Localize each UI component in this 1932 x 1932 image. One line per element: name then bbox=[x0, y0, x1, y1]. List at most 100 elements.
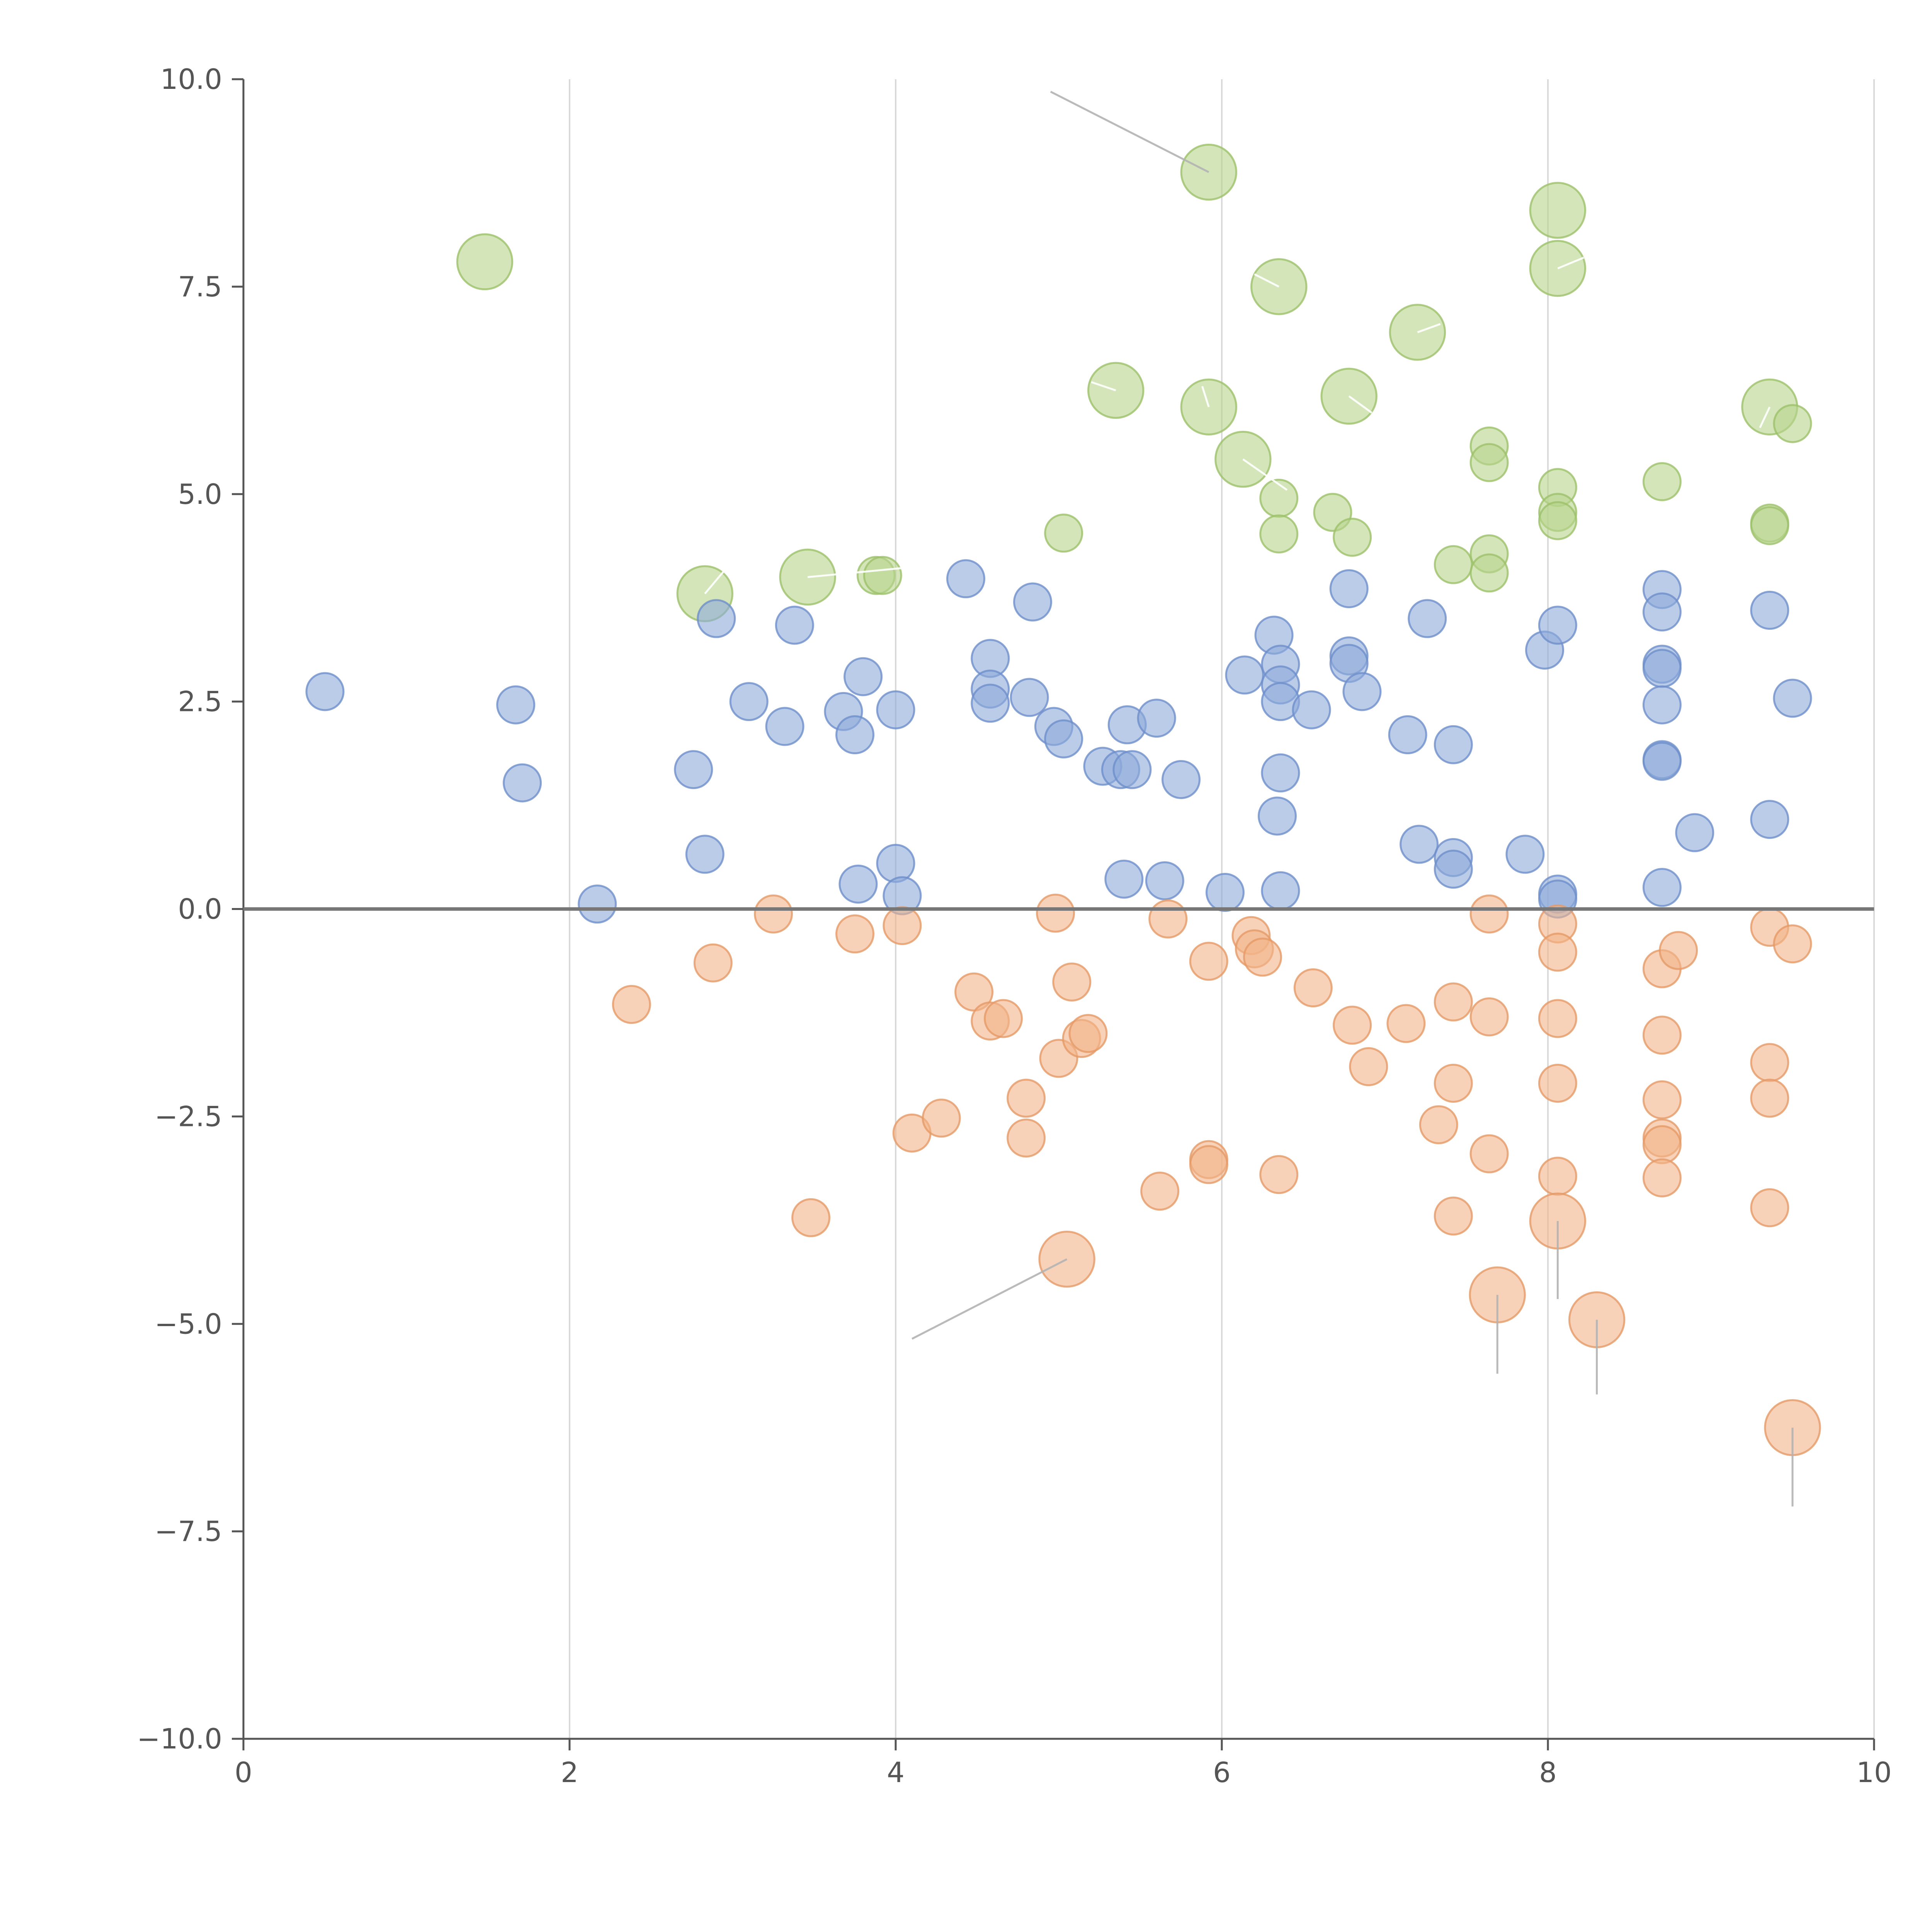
bubble-orange-30 bbox=[1349, 1047, 1388, 1087]
bubble-blue-14 bbox=[876, 690, 915, 730]
bubble-orange-23 bbox=[1189, 1145, 1228, 1184]
bubble-orange-2 bbox=[754, 894, 793, 934]
bubble-blue-64 bbox=[1642, 742, 1682, 781]
annotation-leader-3 bbox=[1417, 323, 1441, 333]
bubble-orange-35 bbox=[1434, 1196, 1473, 1236]
bubble-orange-28 bbox=[1293, 968, 1333, 1008]
bubble-blue-3 bbox=[578, 884, 617, 924]
bubble-orange-41 bbox=[1538, 932, 1577, 972]
bubble-blue-52 bbox=[1434, 849, 1473, 889]
bubble-blue-30 bbox=[1137, 699, 1176, 738]
annotation-leader-6 bbox=[1348, 395, 1372, 414]
y-tick-label: −5.0 bbox=[155, 1308, 222, 1340]
x-tick-label: 2 bbox=[561, 1756, 578, 1789]
annotation-leader-10 bbox=[807, 566, 912, 578]
bubble-blue-34 bbox=[1225, 655, 1264, 695]
bubble-green-31 bbox=[1773, 404, 1812, 443]
bubble-orange-5 bbox=[883, 906, 922, 945]
bubble-orange-55 bbox=[1750, 1043, 1789, 1082]
bubble-orange-56 bbox=[1750, 1078, 1789, 1118]
bubble-green-7 bbox=[1180, 143, 1237, 201]
bubble-blue-65 bbox=[1642, 868, 1682, 907]
bubble-orange-38 bbox=[1469, 1134, 1509, 1173]
bubble-orange-44 bbox=[1538, 1156, 1577, 1196]
bubble-orange-42 bbox=[1538, 999, 1577, 1038]
bubble-blue-6 bbox=[697, 599, 736, 638]
x-tick-label: 4 bbox=[887, 1756, 905, 1789]
bubble-blue-46 bbox=[1342, 672, 1382, 711]
series-orange bbox=[612, 893, 1821, 1456]
bubble-blue-48 bbox=[1408, 599, 1447, 638]
annotation-leader-5 bbox=[1201, 386, 1210, 408]
annotation-leader-lines bbox=[704, 90, 1794, 1507]
axis-ticks: 0 2 4 6 8 10 10.0 7.5 5.0 2.5 0.0 −2.5 −5.0 −7.5 −10.0 bbox=[137, 63, 1891, 1789]
bubble-blue-2 bbox=[503, 763, 542, 803]
bubble-orange-48 bbox=[1642, 1015, 1682, 1055]
bubble-orange-57 bbox=[1750, 1188, 1789, 1228]
bubble-blue-7 bbox=[729, 682, 769, 721]
annotation-leader-11 bbox=[912, 1258, 1068, 1340]
bubble-blue-41 bbox=[1261, 871, 1300, 910]
bubble-blue-40 bbox=[1257, 796, 1297, 836]
y-tick-label: −10.0 bbox=[137, 1723, 222, 1755]
bubble-blue-17 bbox=[946, 559, 985, 599]
bubble-blue-43 bbox=[1329, 569, 1369, 609]
bubble-orange-17 bbox=[1068, 1014, 1108, 1053]
y-tick-label: 5.0 bbox=[178, 478, 222, 510]
bubble-blue-49 bbox=[1400, 825, 1439, 864]
bubble-orange-13 bbox=[1036, 893, 1075, 933]
annotation-leader-7 bbox=[1242, 458, 1288, 491]
bubble-orange-37 bbox=[1469, 997, 1509, 1037]
bubble-blue-8 bbox=[765, 707, 804, 746]
bubble-orange-0 bbox=[612, 985, 651, 1024]
y-tick-label: −7.5 bbox=[155, 1515, 222, 1548]
bubble-orange-49 bbox=[1642, 1080, 1682, 1119]
bubble-orange-58 bbox=[1773, 924, 1812, 964]
bubble-blue-32 bbox=[1162, 760, 1201, 799]
bubble-blue-21 bbox=[1013, 582, 1052, 622]
bubble-blue-5 bbox=[685, 835, 724, 874]
annotation-leader-9 bbox=[704, 570, 725, 595]
bubble-green-27 bbox=[1642, 462, 1682, 502]
bubble-green-21 bbox=[1469, 553, 1509, 593]
bubble-blue-27 bbox=[1112, 750, 1152, 789]
bubble-blue-22 bbox=[1010, 678, 1049, 717]
bubble-blue-15 bbox=[876, 844, 915, 883]
bubble-orange-7 bbox=[922, 1099, 961, 1138]
bubble-blue-0 bbox=[305, 672, 345, 711]
bubble-marks bbox=[305, 143, 1821, 1456]
axes bbox=[242, 79, 1874, 1740]
bubble-blue-47 bbox=[1388, 715, 1427, 755]
bubble-green-22 bbox=[1529, 182, 1587, 239]
bubble-blue-50 bbox=[1434, 725, 1473, 764]
bubble-blue-55 bbox=[1538, 605, 1577, 645]
series-green bbox=[456, 143, 1812, 622]
bubble-blue-68 bbox=[1750, 800, 1789, 839]
annotation-leader-0 bbox=[1050, 90, 1209, 173]
bubble-blue-53 bbox=[1505, 835, 1545, 874]
bubble-green-5 bbox=[1044, 514, 1083, 553]
bubble-green-26 bbox=[1538, 501, 1577, 540]
bubble-blue-42 bbox=[1292, 690, 1331, 730]
bubble-blue-33 bbox=[1205, 873, 1245, 912]
bubble-orange-32 bbox=[1419, 1105, 1458, 1145]
bubble-orange-36 bbox=[1469, 894, 1509, 934]
bubble-orange-53 bbox=[1659, 931, 1698, 970]
x-tick-label: 6 bbox=[1213, 1756, 1231, 1789]
bubble-blue-67 bbox=[1750, 590, 1789, 630]
bubble-blue-9 bbox=[775, 605, 814, 645]
bubble-green-12 bbox=[1259, 514, 1299, 554]
bubble-orange-3 bbox=[791, 1198, 831, 1237]
bubble-blue-20 bbox=[971, 684, 1010, 723]
annotation-leader-8 bbox=[1759, 406, 1771, 429]
bubble-blue-4 bbox=[674, 750, 713, 789]
bubble-green-0 bbox=[456, 233, 514, 291]
y-tick-label: 0.0 bbox=[178, 893, 222, 925]
bubble-green-9 bbox=[1214, 430, 1272, 488]
bubble-green-19 bbox=[1469, 443, 1509, 482]
bubble-orange-19 bbox=[1140, 1172, 1180, 1211]
bubble-orange-43 bbox=[1538, 1063, 1577, 1103]
x-tick-label: 8 bbox=[1539, 1756, 1557, 1789]
bubble-blue-1 bbox=[496, 685, 536, 724]
